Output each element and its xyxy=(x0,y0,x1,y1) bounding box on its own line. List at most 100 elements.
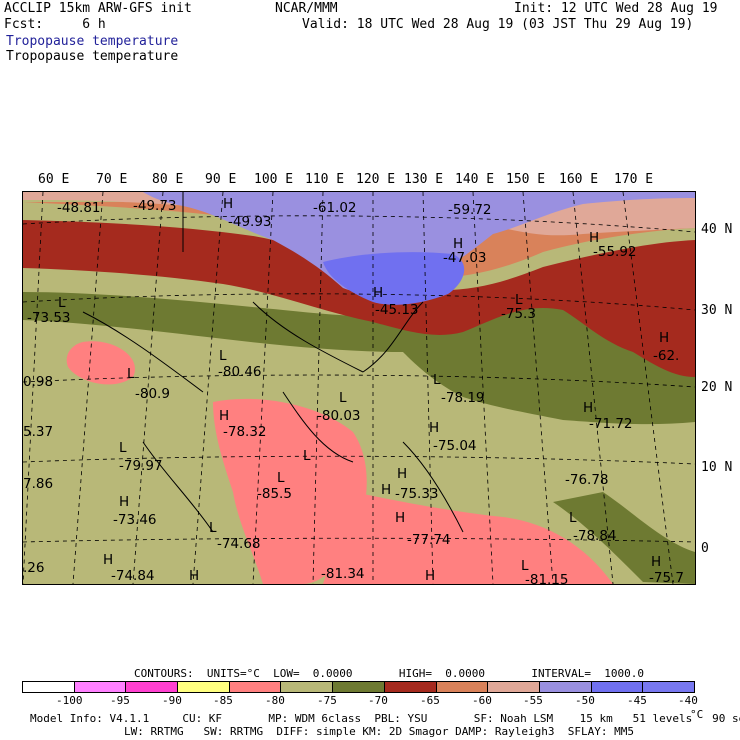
map-label: L xyxy=(433,372,441,388)
colorbar-tick: -95 xyxy=(110,694,130,707)
band-dark-red xyxy=(23,220,695,377)
colorbar-swatch xyxy=(74,682,127,692)
colorbar-unit: °C xyxy=(690,708,704,721)
colorbar-swatch xyxy=(229,682,282,692)
graticule-line xyxy=(22,293,696,311)
lat-label: 10 N xyxy=(701,460,733,475)
map-label: H xyxy=(589,230,599,246)
map-label: 5.37 xyxy=(23,424,53,440)
map-label: L xyxy=(521,558,529,574)
map-label: -62. xyxy=(653,348,679,364)
colorbar-swatch xyxy=(436,682,489,692)
graticule-line xyxy=(472,191,494,585)
lon-label: 170 E xyxy=(614,172,654,187)
map-label: L xyxy=(569,510,577,526)
graticule-line xyxy=(22,537,696,543)
map-label: -61.02 xyxy=(313,200,357,216)
colorbar-swatch xyxy=(539,682,592,692)
colorbar-swatch xyxy=(333,682,385,692)
graticule-line xyxy=(572,191,614,585)
map-label: -78.32 xyxy=(223,424,267,440)
map-label: H xyxy=(189,568,199,584)
lon-label: 120 E xyxy=(356,172,396,187)
organization-label: NCAR/MMM xyxy=(275,1,338,16)
map-label: -78.19 xyxy=(441,390,485,406)
map-label: H xyxy=(381,482,391,498)
lon-label: 130 E xyxy=(404,172,444,187)
map-label: H xyxy=(373,285,383,301)
map-label: -75.33 xyxy=(395,486,439,502)
map-label: -73.53 xyxy=(27,310,71,326)
colorbar-tick: -75 xyxy=(317,694,337,707)
map-label: H xyxy=(119,494,129,510)
colorbar-tick: -55 xyxy=(523,694,543,707)
colorbar-swatch xyxy=(488,682,540,692)
colorbar xyxy=(22,681,695,693)
map-label: -47.03 xyxy=(443,250,487,266)
map-label: L xyxy=(127,366,135,382)
map-label: H xyxy=(651,554,661,570)
map-label: L xyxy=(303,448,311,464)
model-title: ACCLIP 15km ARW-GFS init xyxy=(4,1,192,16)
model-info-line1: Model Info: V4.1.1 CU: KF MP: WDM 6class… xyxy=(30,712,740,725)
map-canvas: -48.81 -49.73 H -49.93 -61.02 -59.72 H -… xyxy=(22,191,696,588)
field-title-contour: Tropopause temperature xyxy=(6,49,179,64)
map-label: -71.72 xyxy=(589,416,633,432)
graticule-line xyxy=(312,191,324,585)
colorbar-tick: -100 xyxy=(56,694,83,707)
map-label: -79.97 xyxy=(119,458,163,474)
map-label: -77.74 xyxy=(407,532,451,548)
map-label: L xyxy=(209,520,217,536)
valid-time: Valid: 18 UTC Wed 28 Aug 19 (03 JST Thu … xyxy=(302,17,694,32)
map-label: -76.78 xyxy=(565,472,609,488)
map-label: -85.5 xyxy=(257,486,292,502)
map-label: -80.46 xyxy=(218,364,262,380)
colorbar-tick: -40 xyxy=(678,694,698,707)
map-label: L xyxy=(515,292,523,308)
map-label: -75.04 xyxy=(433,438,477,454)
colorbar-tick: -80 xyxy=(265,694,285,707)
colorbar-tick: -45 xyxy=(627,694,647,707)
map-label: -81.34 xyxy=(321,566,365,582)
map-label: H xyxy=(429,420,439,436)
band-blue-core xyxy=(323,252,465,305)
map-label: 0.98 xyxy=(23,374,53,390)
map-label: -81.15 xyxy=(525,572,569,584)
graticule-line xyxy=(132,191,164,585)
graticule xyxy=(22,191,696,585)
extrema-labels: -48.81 -49.73 H -49.93 -61.02 -59.72 H -… xyxy=(23,196,684,588)
band-olive-dark-south xyxy=(553,492,695,584)
map-label: -48.81 xyxy=(57,200,101,216)
band-purple xyxy=(143,192,695,294)
graticule-line xyxy=(22,191,44,585)
lon-label: 110 E xyxy=(305,172,345,187)
lon-label: 60 E xyxy=(38,172,70,187)
map-label: -49.93 xyxy=(228,214,272,230)
map-label: -59.72 xyxy=(448,202,492,218)
map-label: -74.68 xyxy=(217,536,261,552)
colorbar-tick: -65 xyxy=(420,694,440,707)
map-label: H xyxy=(219,408,229,424)
lon-label: 150 E xyxy=(506,172,546,187)
map-label: -74.84 xyxy=(111,568,155,584)
colorbar-tick: -60 xyxy=(472,694,492,707)
colorbar-swatch xyxy=(281,682,334,692)
graticule-line xyxy=(252,191,274,585)
lon-label: 80 E xyxy=(152,172,184,187)
map-label: H xyxy=(659,330,669,346)
colorbar-swatch xyxy=(591,682,644,692)
graticule-line xyxy=(622,191,674,585)
lon-label: 90 E xyxy=(205,172,237,187)
graticule-line xyxy=(422,191,434,585)
map-label: -75.7 xyxy=(649,570,684,584)
map-label: H xyxy=(453,236,463,252)
map-label: H xyxy=(583,400,593,416)
map-label: L xyxy=(119,440,127,456)
band-olive-dark xyxy=(23,278,695,425)
map-label: -75.3 xyxy=(501,306,536,322)
map-label: -78.84 xyxy=(573,528,617,544)
map-label: L xyxy=(277,470,285,486)
map-label: -45.13 xyxy=(375,302,419,318)
map-label: L xyxy=(339,390,347,406)
